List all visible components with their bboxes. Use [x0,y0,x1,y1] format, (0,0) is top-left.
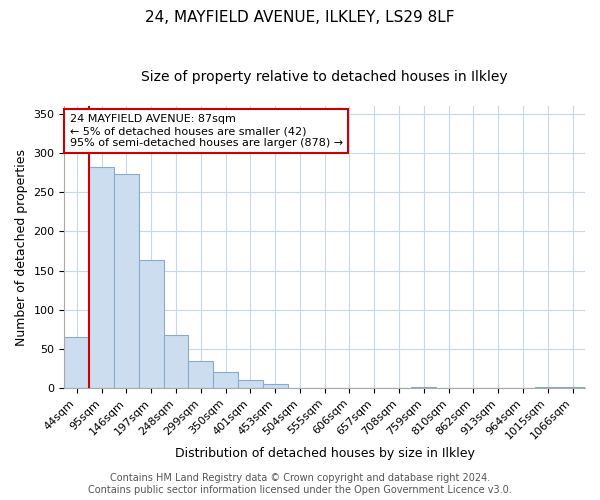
Text: 24 MAYFIELD AVENUE: 87sqm
← 5% of detached houses are smaller (42)
95% of semi-d: 24 MAYFIELD AVENUE: 87sqm ← 5% of detach… [70,114,343,148]
Bar [188,360,213,388]
Bar [139,260,164,388]
Text: Contains HM Land Registry data © Crown copyright and database right 2024.
Contai: Contains HM Land Registry data © Crown c… [88,474,512,495]
Bar [164,335,188,388]
Bar [213,372,238,388]
Bar [238,380,263,388]
X-axis label: Distribution of detached houses by size in Ilkley: Distribution of detached houses by size … [175,447,475,460]
Title: Size of property relative to detached houses in Ilkley: Size of property relative to detached ho… [142,70,508,84]
Text: 24, MAYFIELD AVENUE, ILKLEY, LS29 8LF: 24, MAYFIELD AVENUE, ILKLEY, LS29 8LF [145,10,455,25]
Bar [263,384,287,388]
Bar [114,174,139,388]
Y-axis label: Number of detached properties: Number of detached properties [15,148,28,346]
Bar [64,337,89,388]
Bar [89,167,114,388]
